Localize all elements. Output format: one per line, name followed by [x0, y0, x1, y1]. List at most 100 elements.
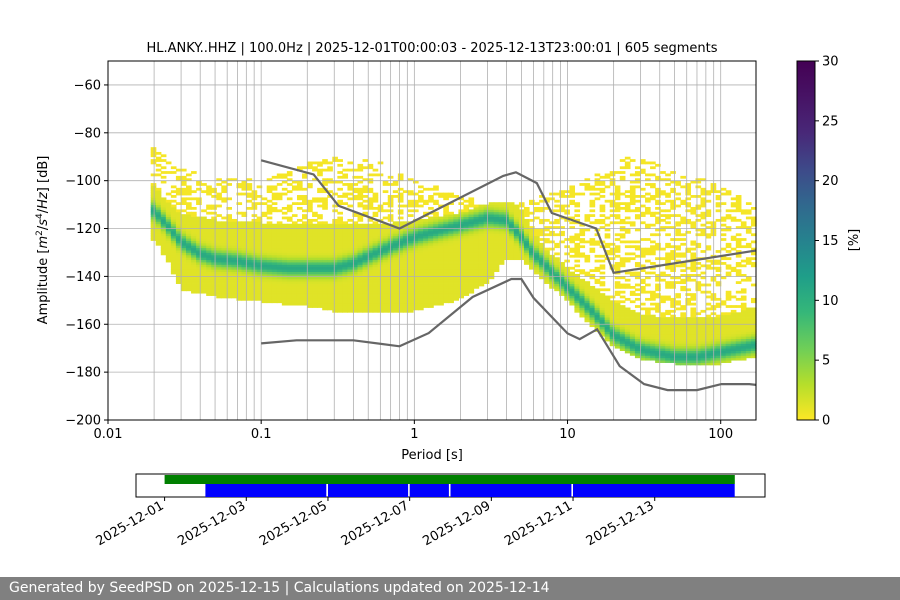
heatmap-cell — [619, 300, 626, 304]
heatmap-cell — [201, 250, 207, 253]
heatmap-cell — [342, 274, 349, 277]
heatmap-cell — [286, 257, 293, 261]
heatmap-cell — [624, 329, 631, 332]
heatmap-cell — [488, 238, 495, 241]
heatmap-cell — [529, 250, 535, 253]
heatmap-cell — [529, 233, 535, 237]
heatmap-cell — [539, 242, 545, 246]
heatmap-cell — [357, 259, 364, 263]
heatmap-cell — [685, 250, 692, 253]
heatmap-cell — [513, 204, 520, 208]
heatmap-cell — [302, 209, 308, 213]
heatmap-cell — [372, 235, 379, 239]
heatmap-cell — [624, 204, 631, 208]
heatmap-cell — [740, 329, 747, 332]
heatmap-cell — [337, 269, 343, 273]
heatmap-cell — [413, 300, 419, 304]
heatmap-cell — [407, 209, 414, 213]
heatmap-cell — [478, 226, 485, 229]
heatmap-cell — [196, 230, 202, 234]
heatmap-cell — [186, 242, 192, 246]
heatmap-cell — [660, 314, 666, 318]
heatmap-cell — [750, 218, 757, 222]
heatmap-cell — [453, 271, 459, 275]
heatmap-cell — [266, 228, 273, 232]
heatmap-cell — [337, 307, 343, 311]
heatmap-cell — [513, 247, 520, 251]
heatmap-cell — [433, 223, 439, 227]
heatmap-cell — [529, 211, 535, 215]
heatmap-cell — [594, 254, 601, 258]
heatmap-cell — [191, 250, 197, 253]
heatmap-cell — [609, 214, 616, 217]
heatmap-cell — [559, 230, 565, 234]
heatmap-cell — [382, 245, 389, 249]
heatmap-cell — [312, 278, 318, 282]
heatmap-cell — [599, 283, 606, 287]
heatmap-cell — [655, 333, 661, 337]
heatmap-cell — [362, 285, 369, 289]
heatmap-cell — [211, 216, 217, 220]
heatmap-cell — [256, 202, 263, 205]
heatmap-cell — [745, 230, 752, 234]
heatmap-cell — [302, 242, 308, 246]
heatmap-cell — [685, 302, 692, 306]
heatmap-cell — [246, 281, 253, 284]
heatmap-cell — [720, 262, 727, 265]
heatmap-cell — [246, 285, 253, 289]
heatmap-cell — [170, 171, 177, 174]
heatmap-cell — [367, 278, 374, 282]
heatmap-cell — [261, 211, 268, 215]
heatmap-cell — [372, 228, 379, 232]
heatmap-cell — [347, 183, 354, 186]
heatmap-cell — [196, 274, 202, 277]
heatmap-cell — [317, 257, 323, 261]
heatmap-cell — [211, 269, 217, 273]
heatmap-cell — [352, 233, 359, 237]
heatmap-cell — [180, 228, 187, 232]
heatmap-cell — [246, 230, 253, 234]
heatmap-cell — [559, 266, 565, 270]
heatmap-cell — [559, 271, 565, 275]
heatmap-cell — [392, 230, 399, 234]
heatmap-cell — [544, 233, 550, 237]
heatmap-cell — [559, 283, 565, 287]
heatmap-cell — [271, 187, 278, 191]
heatmap-cell — [645, 223, 651, 227]
heatmap-cell — [675, 300, 681, 304]
heatmap-cell — [488, 274, 495, 277]
heatmap-cell — [680, 331, 686, 335]
heatmap-cell — [554, 271, 560, 275]
heatmap-cell — [160, 159, 167, 162]
heatmap-cell — [367, 228, 374, 232]
heatmap-cell — [453, 221, 459, 225]
heatmap-cell — [206, 257, 212, 261]
heatmap-cell — [745, 341, 752, 344]
heatmap-cell — [286, 206, 293, 210]
x-tick-label: 0.01 — [94, 427, 123, 442]
heatmap-cell — [675, 333, 681, 337]
heatmap-cell — [624, 283, 631, 287]
heatmap-cell — [433, 245, 439, 249]
heatmap-cell — [286, 171, 293, 174]
heatmap-cell — [312, 283, 318, 287]
heatmap-cell — [458, 293, 465, 296]
heatmap-cell — [165, 228, 172, 232]
heatmap-cell — [397, 195, 404, 198]
heatmap-cell — [705, 211, 712, 215]
heatmap-cell — [574, 214, 581, 217]
heatmap-cell — [468, 199, 475, 203]
heatmap-cell — [231, 269, 238, 273]
heatmap-cell — [675, 238, 681, 241]
heatmap-cell — [322, 305, 328, 308]
heatmap-cell — [231, 259, 238, 263]
heatmap-cell — [735, 297, 742, 301]
heatmap-cell — [740, 345, 747, 349]
heatmap-cell — [433, 276, 439, 280]
heatmap-cell — [216, 271, 222, 275]
heatmap-cell — [216, 274, 222, 277]
heatmap-cell — [186, 185, 192, 189]
heatmap-cell — [463, 245, 470, 249]
heatmap-cell — [322, 266, 328, 270]
heatmap-cell — [690, 223, 697, 227]
